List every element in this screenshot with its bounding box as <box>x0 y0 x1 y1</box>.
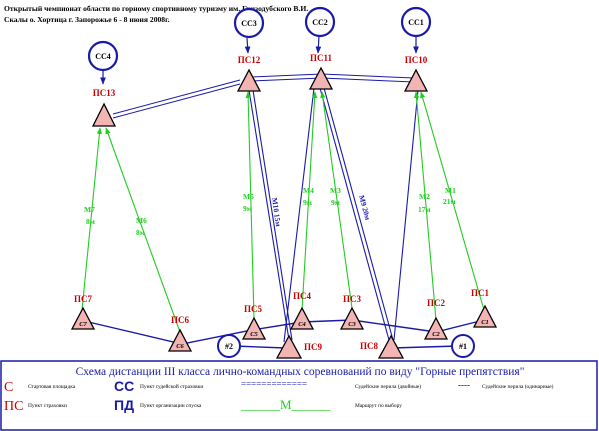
descent-point-2: #2 <box>217 334 241 358</box>
route-m6-line <box>105 127 181 333</box>
judge-post-cc1: СС1 <box>400 6 432 38</box>
pd1-rail <box>391 345 459 349</box>
legend-cc-symbol: СС <box>114 378 134 394</box>
ps5-start: С5 <box>250 331 258 338</box>
route-m1-name: М1 <box>445 186 456 195</box>
ps4-start: С4 <box>298 321 306 328</box>
station-ps1: ПС1 С1 <box>471 288 498 328</box>
station-ps3: ПС3 С3 <box>339 294 365 330</box>
ps3-start: С3 <box>348 321 356 328</box>
station-ps6: ПС6 С6 <box>167 315 193 352</box>
route-m7-line <box>81 127 103 311</box>
route-m4-length: 9м <box>303 198 312 207</box>
cc2-arrow <box>315 35 322 54</box>
route-m2-name: М2 <box>419 192 430 201</box>
judge-post-cc2: СС2 <box>304 6 336 38</box>
legend-box <box>0 360 598 431</box>
ps2-label: ПС2 <box>427 298 446 308</box>
header-line2: Скалы о. Хортица г. Запорожье 6 - 8 июня… <box>4 15 170 24</box>
station-ps7: ПС7 С7 <box>70 294 96 330</box>
descent-point-1: #1 <box>451 334 475 358</box>
bottom-traverse-rail <box>79 319 485 345</box>
station-ps10: ПС10 <box>403 55 429 92</box>
station-ps9: ПС9 <box>275 334 323 359</box>
ps1-start: С1 <box>481 319 489 326</box>
route-m6-name: М6 <box>136 216 147 225</box>
ps8-label: ПС8 <box>360 341 379 351</box>
legend-single-text: Судейские перила (одинарные) <box>482 383 554 390</box>
legend-cc-text: Пункт судейской страховки <box>140 383 203 390</box>
route-m5-length: 9м <box>243 204 252 213</box>
route-m6-length: 8м <box>136 228 145 237</box>
legend-title: Схема дистанции III класса лично-командн… <box>76 366 525 378</box>
blue-diagonal-rails <box>248 87 419 343</box>
cc4-label: СС4 <box>95 52 111 61</box>
station-ps4: ПС4 С4 <box>289 291 315 330</box>
judge-post-cc3: СС3 <box>233 7 265 39</box>
pd1-label: #1 <box>459 342 467 351</box>
legend-start-text: Стартовая площадка <box>28 384 76 390</box>
ps9-label: ПС9 <box>304 342 323 352</box>
ps1-label: ПС1 <box>471 288 490 298</box>
ps7-start: С7 <box>79 321 87 328</box>
station-ps11: ПС11 <box>308 53 334 90</box>
route-m1-line <box>420 91 485 311</box>
station-ps12: ПС12 <box>236 55 262 92</box>
ps3-label: ПС3 <box>343 294 362 304</box>
ps6-start: С6 <box>176 343 184 350</box>
legend-start-symbol: С <box>4 380 13 395</box>
route-m5-name: М5 <box>243 192 254 201</box>
ps11-label: ПС11 <box>310 53 333 63</box>
legend-double-text: Судейские перила (двойные) <box>355 383 421 390</box>
route-m7-name: М7 <box>84 205 95 214</box>
ps10-label: ПС10 <box>405 55 428 65</box>
judge-post-cc4: СС4 <box>87 40 119 72</box>
cc2-label: СС2 <box>312 18 328 27</box>
header-line1: Открытый чемпионат области по горному сп… <box>4 4 308 13</box>
route-m7-length: 8м <box>86 217 95 226</box>
legend-ps-symbol: ПС <box>4 399 23 414</box>
ps12-label: ПС12 <box>238 55 261 65</box>
route-m4-name: М4 <box>303 186 314 195</box>
legend-double-line: ============= <box>241 379 307 389</box>
route-m10-label: М10 15м <box>270 197 283 227</box>
route-m3-length: 9м <box>331 198 340 207</box>
ps2-start: С2 <box>432 331 440 338</box>
cc3-label: СС3 <box>241 19 257 28</box>
ps5-label: ПС5 <box>244 304 263 314</box>
route-m2-length: 17м <box>418 205 431 214</box>
pd2-rail <box>233 345 287 349</box>
station-ps8: ПС8 <box>360 334 405 359</box>
route-m3-name: М3 <box>330 186 341 195</box>
legend-route-symbol: ______М______ <box>240 397 331 412</box>
route-m5-line <box>245 91 255 319</box>
ps7-label: ПС7 <box>74 294 93 304</box>
green-routes <box>81 91 485 333</box>
cc3-arrow <box>244 37 251 54</box>
legend-pd-text: Пункт организации спуска <box>140 403 202 409</box>
cc1-label: СС1 <box>408 18 424 27</box>
top-double-rails <box>112 73 415 119</box>
pd2-label: #2 <box>225 342 233 351</box>
station-ps13: ПС13 <box>91 88 117 127</box>
legend-ps-text: Пункт страховки <box>28 403 67 409</box>
route-m2-line <box>413 91 437 321</box>
station-ps5: ПС5 С5 <box>241 304 267 340</box>
ps13-label: ПС13 <box>93 88 116 98</box>
station-ps2: ПС2 С2 <box>423 298 449 340</box>
legend-route-text: Маршрут по выбору <box>355 402 402 409</box>
route-m4-line <box>301 91 318 311</box>
ps4-label: ПС4 <box>293 291 312 301</box>
ps6-label: ПС6 <box>171 315 190 325</box>
route-m1-length: 21м <box>443 197 456 206</box>
route-m3-line <box>320 91 353 309</box>
legend-single-line: ---- <box>458 380 470 390</box>
legend-pd-symbol: ПД <box>114 397 134 413</box>
